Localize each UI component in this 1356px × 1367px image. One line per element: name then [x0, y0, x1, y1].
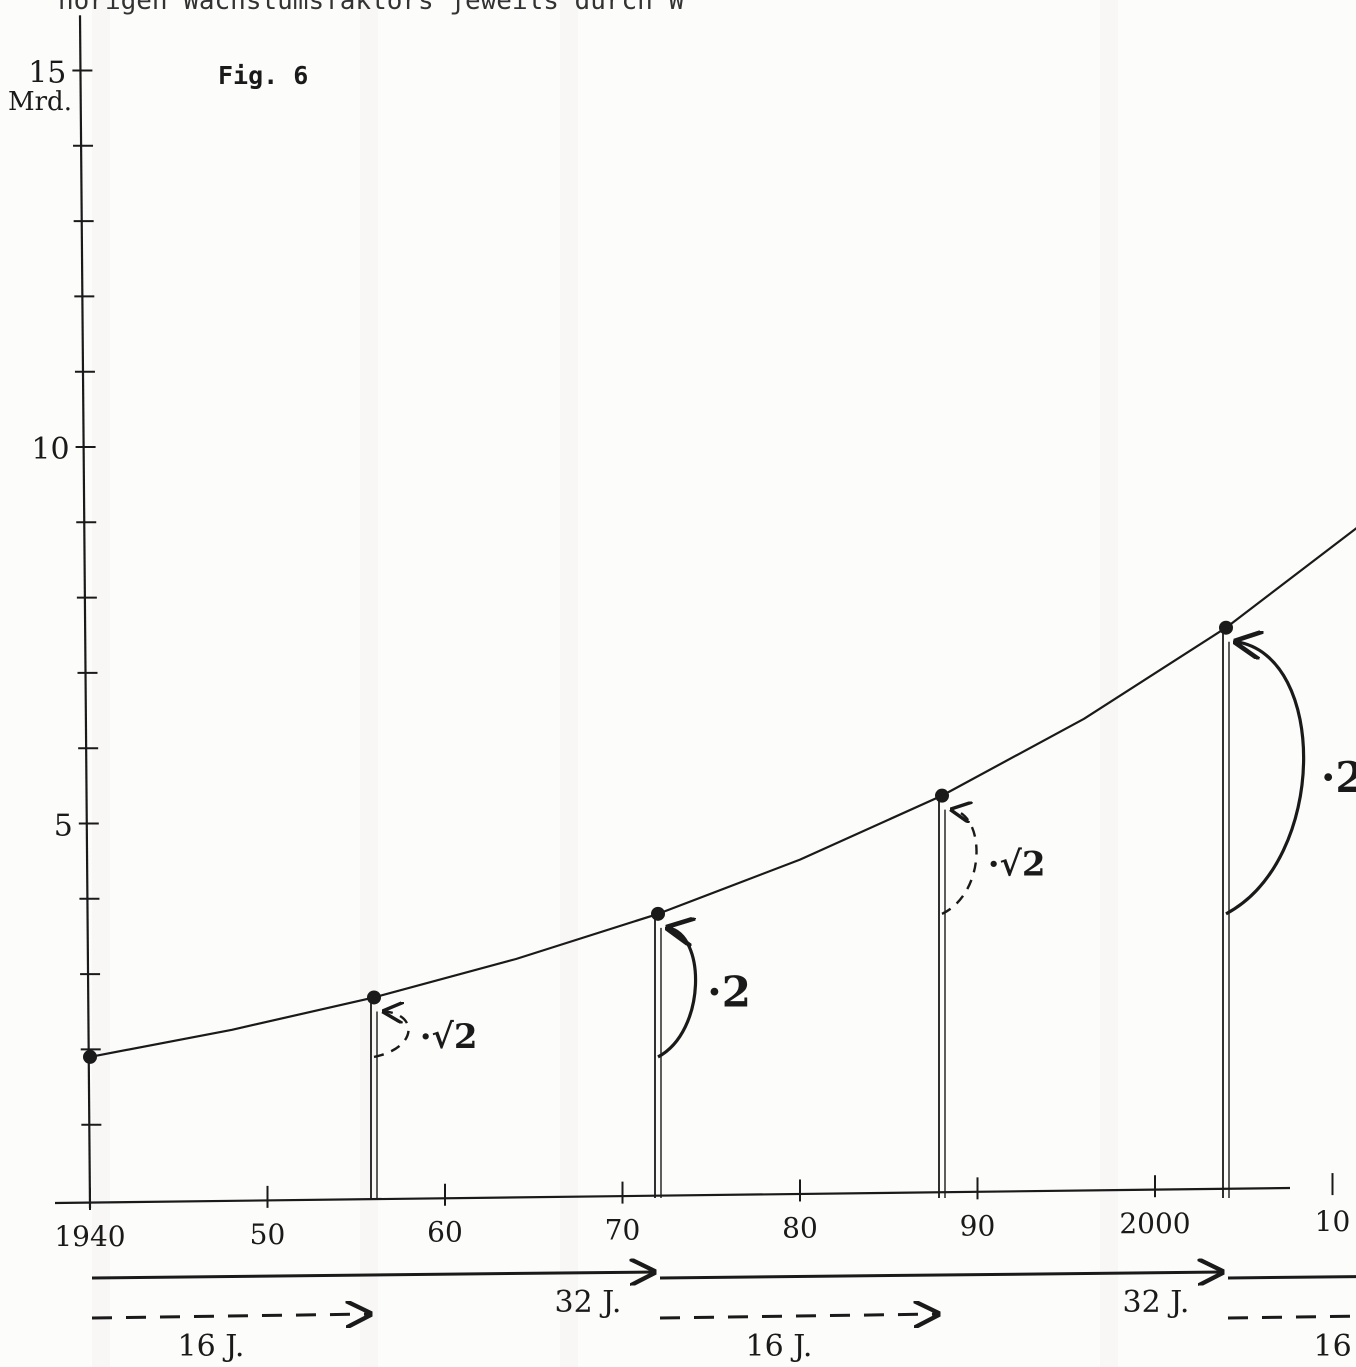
y-axis-line	[78, 15, 92, 1209]
growth-arrow	[941, 810, 978, 915]
x-tick-label: 80	[782, 1211, 818, 1244]
period-arrow	[91, 1272, 654, 1278]
period-arrow	[91, 1314, 370, 1318]
growth-factor-label: ·√2	[420, 1017, 478, 1057]
growth-factor-label: ·√2	[988, 845, 1046, 885]
scan-shading	[1100, 0, 1118, 1367]
scan-shading	[92, 0, 110, 1367]
y-axis-label: Mrd.	[8, 87, 72, 117]
x-tick-label: 60	[427, 1216, 463, 1249]
growth-factor-label: ·2	[1321, 753, 1356, 802]
data-point	[935, 788, 949, 803]
period-arrow	[659, 1272, 1222, 1278]
growth-factor-label: ·2	[707, 967, 751, 1016]
x-tick-label: 2000	[1119, 1207, 1190, 1240]
period-arrow	[659, 1314, 938, 1318]
growth-curve-line	[89, 527, 1356, 1058]
x-tick-label: 70	[605, 1214, 641, 1247]
y-tick-label: 5	[54, 809, 73, 844]
data-point	[367, 990, 381, 1005]
figure-label: Fig. 6	[218, 61, 308, 90]
period-label: 32 J.	[1123, 1285, 1190, 1320]
period-label: 16 J.	[178, 1329, 245, 1364]
data-point	[1219, 620, 1233, 635]
scan-shading	[360, 0, 378, 1367]
x-tick-label: 1940	[54, 1220, 125, 1253]
period-arrow	[1227, 1314, 1356, 1320]
x-tick-label: 90	[960, 1209, 996, 1242]
growth-annotations: ·√2·2·√2·2·√2·2	[373, 69, 1356, 1059]
period-label: 16 J.	[1314, 1329, 1356, 1364]
scan-shading	[560, 0, 578, 1367]
chart-vertical-lines	[370, 627, 1230, 1198]
chart-points	[83, 620, 1233, 1064]
x-tick-label: 10	[1315, 1205, 1351, 1238]
period-arrow	[1227, 1275, 1356, 1280]
x-axis-line	[54, 1186, 1291, 1205]
chart-curve	[89, 527, 1356, 1058]
period-label: 32 J.	[555, 1285, 622, 1320]
growth-arrow	[657, 928, 698, 1059]
x-tick-label: 50	[250, 1218, 286, 1251]
data-point	[83, 1049, 97, 1064]
growth-arrow	[1225, 642, 1306, 916]
y-tick-label: 15	[28, 56, 66, 91]
growth-arrow	[373, 1011, 410, 1059]
period-label: 16 J.	[746, 1329, 813, 1364]
page-header-text: horigen Wachstumsfaktors jeweils durch W	[58, 0, 685, 16]
period-arrows: 32 J.32 J.32 J.16 J.16 J.16 J.	[91, 1272, 1356, 1364]
y-tick-label: 10	[31, 432, 69, 467]
data-point	[651, 906, 665, 921]
